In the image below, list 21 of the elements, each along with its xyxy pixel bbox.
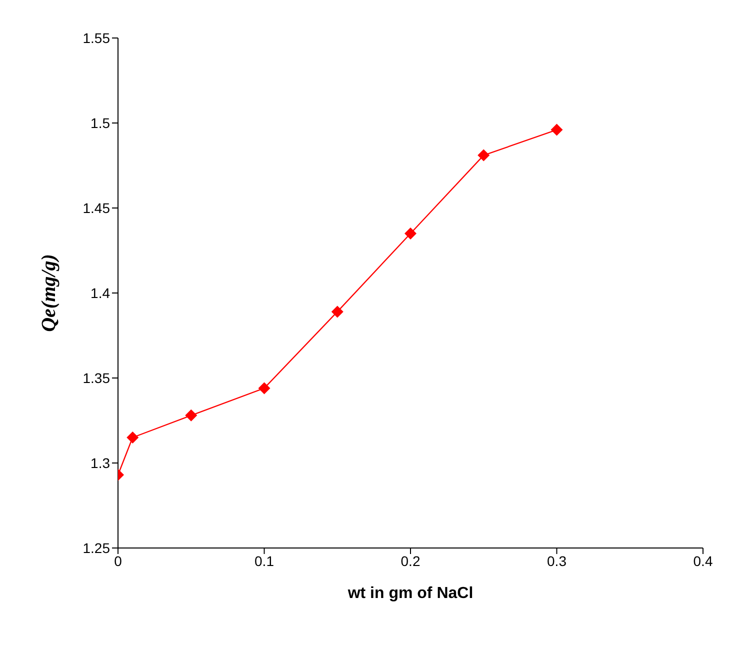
x-tick-label: 0 [114,552,122,569]
point [126,432,139,444]
x-tick-label: 0.3 [547,552,567,569]
y-tick-label: 1.35 [82,370,110,386]
y-tick-label: 1.3 [90,454,110,471]
x-tick-label: 0.4 [693,552,713,569]
y-tick-label: 1.5 [90,114,110,131]
point [550,124,563,136]
point [185,409,198,422]
point [478,149,490,162]
point [331,306,344,318]
y-axis-title: Qe(mg/g) [38,254,60,332]
x-axis-title: wt in gm of NaCl [346,585,474,602]
y-tick-label: 1.45 [82,200,110,216]
point [258,382,270,394]
y-tick-label: 1.55 [82,30,110,46]
y-tick-label: 1.25 [82,540,110,556]
y-tick-label: 1.4 [90,284,110,301]
x-tick-label: 0.1 [254,552,274,569]
x-tick-label: 0.2 [400,552,420,569]
point [404,228,416,240]
